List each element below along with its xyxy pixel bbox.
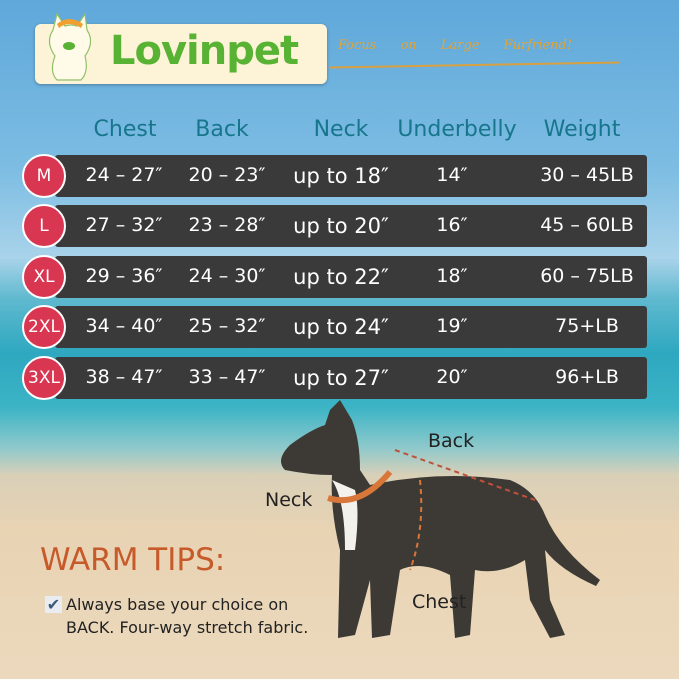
brand-slogan: Focus on Large Furfriend! [338,38,573,53]
size-badge: 3XL [22,356,66,400]
checkbox-checked-icon: ✔ [45,595,62,614]
size-badge: XL [22,255,66,299]
cell-weight: 30 – 45LB [540,164,634,186]
label-neck: Neck [265,489,313,511]
size-row [55,256,647,298]
label-chest: Chest [412,591,467,613]
size-badge: L [22,204,66,248]
size-row [55,205,647,247]
cell-weight: 60 – 75LB [540,265,634,287]
tips-title: WARM TIPS: [40,542,226,578]
size-row [55,306,647,348]
header-chest: Chest [93,117,157,142]
cell-underbelly: 19″ [436,315,468,337]
cell-underbelly: 20″ [436,366,468,388]
label-back: Back [428,430,475,452]
header-underbelly: Underbelly [397,117,517,142]
tips-text: ✔ Always base your choice on BACK. Four-w… [45,593,308,639]
cell-back: 24 – 30″ [188,265,266,287]
header-neck: Neck [313,117,369,142]
cell-weight: 96+LB [555,366,619,388]
size-row [55,155,647,197]
brand-name: Lovinpet [110,28,299,74]
cell-underbelly: 16″ [436,214,468,236]
cell-chest: 29 – 36″ [85,265,163,287]
brand-logo [35,12,327,84]
cell-chest: 27 – 32″ [85,214,163,236]
cell-chest: 24 – 27″ [85,164,163,186]
cell-chest: 34 – 40″ [85,315,163,337]
cell-back: 33 – 47″ [188,366,266,388]
tip-line-1: Always base your choice on [66,595,289,614]
cell-back: 25 – 32″ [188,315,266,337]
cell-underbelly: 18″ [436,265,468,287]
cell-weight: 45 – 60LB [540,214,634,236]
cell-neck: up to 24″ [293,315,389,339]
cell-chest: 38 – 47″ [85,366,163,388]
size-badge: M [22,154,66,198]
cell-neck: up to 18″ [293,164,389,188]
size-row [55,357,647,399]
cell-back: 20 – 23″ [188,164,266,186]
size-badge: 2XL [22,305,66,349]
header-weight: Weight [543,117,621,142]
tip-line-2: BACK. Four-way stretch fabric. [66,618,309,637]
cell-neck: up to 27″ [293,366,389,390]
cell-neck: up to 20″ [293,214,389,238]
slogan-underline [330,61,620,69]
cell-neck: up to 22″ [293,265,389,289]
dog-illustration [281,400,600,638]
cell-underbelly: 14″ [436,164,468,186]
cat-mascot-icon [48,12,92,81]
header-back: Back [195,117,249,142]
cell-weight: 75+LB [555,315,619,337]
cell-back: 23 – 28″ [188,214,266,236]
